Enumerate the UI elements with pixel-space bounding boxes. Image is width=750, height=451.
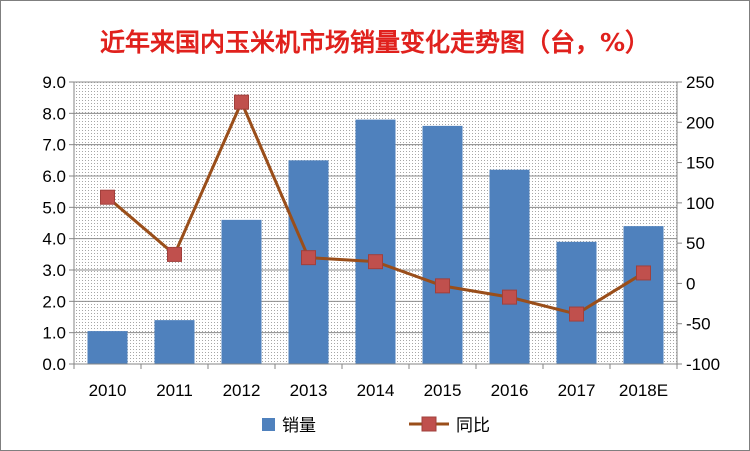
bar-2017 (556, 241, 597, 364)
bar-2015 (422, 125, 463, 364)
bar-series (87, 119, 664, 364)
x-tick-label: 2013 (290, 381, 328, 400)
right-tick-label: 150 (686, 154, 714, 173)
x-tick-label: 2018E (619, 381, 668, 400)
left-tick-label: 0.0 (42, 355, 66, 374)
x-tick-label: 2017 (558, 381, 596, 400)
point-2014 (368, 254, 383, 270)
left-tick-label: 9.0 (42, 73, 66, 92)
x-axis-ticks: 2010 2011 2012 2013 2014 2015 2016 2017 2018E (89, 381, 669, 400)
x-tick-label: 2011 (156, 381, 193, 400)
legend-swatch-bar (262, 418, 275, 431)
point-2013 (301, 250, 316, 266)
left-tick-label: 1.0 (42, 324, 66, 343)
right-tick-label: -50 (686, 315, 711, 334)
bar-2010 (87, 331, 128, 364)
left-tick-label: 3.0 (42, 261, 66, 280)
x-tick-label: 2016 (491, 381, 529, 400)
legend-label-bar: 销量 (282, 416, 316, 436)
legend: 销量 同比 (262, 416, 490, 436)
left-tick-label: 2.0 (42, 292, 66, 311)
point-2010 (100, 189, 115, 205)
x-tick-label: 2010 (89, 381, 127, 400)
right-tick-label: -100 (686, 355, 720, 374)
x-tick-label: 2014 (357, 381, 395, 400)
legend-swatch-marker (421, 416, 437, 432)
bar-2018E (623, 226, 664, 364)
point-2018E (636, 265, 651, 281)
left-tick-label: 8.0 (42, 104, 66, 123)
x-tick-label: 2015 (424, 381, 462, 400)
right-tick-label: 100 (686, 194, 714, 213)
bar-2014 (355, 119, 396, 364)
point-2016 (502, 289, 517, 305)
bar-2011 (154, 320, 195, 364)
bar-2012 (221, 219, 262, 364)
point-2012 (234, 94, 249, 110)
chart-title: 近年来国内玉米机市场销量变化走势图（台，%） (99, 28, 651, 57)
right-tick-label: 250 (686, 73, 714, 92)
right-axis-ticks: -100 -50 0 50 100 150 200 250 (686, 73, 720, 374)
right-tick-label: 50 (686, 234, 705, 253)
right-tick-label: 0 (686, 274, 695, 293)
line-series (100, 94, 651, 322)
left-tick-label: 7.0 (42, 136, 66, 155)
axes (69, 81, 682, 369)
point-2015 (435, 278, 450, 294)
point-2017 (569, 306, 584, 322)
x-tick-label: 2012 (223, 381, 261, 400)
bar-2016 (489, 169, 530, 364)
point-2011 (167, 246, 182, 262)
left-tick-label: 5.0 (42, 198, 66, 217)
left-axis-ticks: 0.0 1.0 2.0 3.0 4.0 5.0 6.0 7.0 8.0 9.0 (42, 73, 66, 374)
right-tick-label: 200 (686, 113, 714, 132)
left-tick-label: 4.0 (42, 230, 66, 249)
left-tick-label: 6.0 (42, 167, 66, 186)
legend-label-line: 同比 (456, 416, 490, 436)
